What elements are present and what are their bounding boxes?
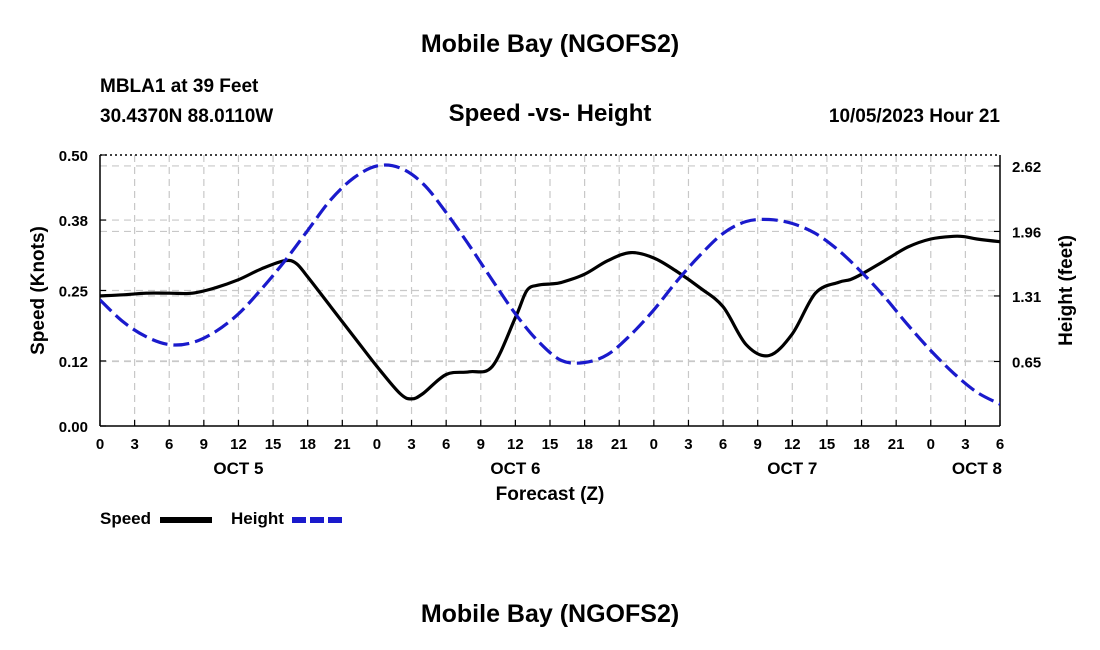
station-label: MBLA1 at 39 Feet [100, 76, 259, 97]
y-right-tick-label: 2.62 [1012, 159, 1041, 176]
x-tick-label: 6 [996, 436, 1004, 453]
x-day-label: OCT 6 [490, 459, 540, 478]
footer-title: Mobile Bay (NGOFS2) [420, 600, 680, 628]
x-tick-label: 3 [130, 436, 138, 453]
x-day-label: OCT 8 [952, 459, 1002, 478]
x-tick-label: 21 [611, 436, 628, 453]
x-tick-label: 21 [334, 436, 351, 453]
x-tick-label: 0 [96, 436, 104, 453]
y-right-tick-label: 1.31 [1012, 289, 1041, 306]
legend-height-swatch [292, 517, 344, 523]
x-tick-label: 3 [684, 436, 692, 453]
y-left-axis-title: Speed (Knots) [28, 226, 49, 355]
legend-height-label: Height [231, 509, 284, 528]
y-right-tick-label: 1.96 [1012, 224, 1041, 241]
x-axis-title: Forecast (Z) [496, 484, 605, 505]
x-day-label: OCT 5 [213, 459, 263, 478]
y-left-tick-label: 0.12 [59, 354, 88, 371]
forecast-datetime: 10/05/2023 Hour 21 [828, 106, 1000, 127]
x-tick-label: 12 [507, 436, 524, 453]
y-right-axis-title: Height (feet) [1056, 235, 1077, 346]
chart-subtitle: Speed -vs- Height [448, 100, 652, 127]
x-tick-label: 3 [407, 436, 415, 453]
x-tick-label: 9 [754, 436, 762, 453]
x-tick-label: 6 [165, 436, 173, 453]
legend-speed-label: Speed [100, 509, 152, 528]
speed-series-line [100, 234, 1000, 401]
x-tick-label: 15 [542, 436, 559, 453]
x-tick-label: 6 [719, 436, 727, 453]
x-tick-label: 12 [230, 436, 247, 453]
y-left-tick-label: 0.00 [59, 419, 88, 436]
x-tick-label: 15 [265, 436, 282, 453]
y-left-tick-label: 0.25 [59, 284, 88, 301]
x-tick-label: 18 [299, 436, 316, 453]
x-tick-label: 3 [961, 436, 969, 453]
x-tick-label: 6 [442, 436, 450, 453]
x-tick-label: 9 [200, 436, 208, 453]
x-tick-label: 15 [819, 436, 836, 453]
x-tick-label: 0 [650, 436, 658, 453]
y-left-tick-label: 0.38 [59, 213, 88, 230]
x-tick-label: 18 [853, 436, 870, 453]
x-tick-label: 12 [784, 436, 801, 453]
legend-speed-swatch [160, 517, 212, 523]
y-right-tick-label: 0.65 [1012, 354, 1041, 371]
x-tick-label: 18 [576, 436, 593, 453]
page-title: Mobile Bay (NGOFS2) [420, 30, 680, 58]
height-series-line [100, 163, 1000, 406]
x-day-label: OCT 7 [767, 459, 817, 478]
y-left-tick-label: 0.50 [59, 148, 88, 165]
station-coords: 30.4370N 88.0110W [100, 106, 274, 127]
x-tick-label: 0 [373, 436, 381, 453]
x-tick-label: 0 [927, 436, 935, 453]
x-tick-label: 9 [477, 436, 485, 453]
x-tick-label: 21 [888, 436, 905, 453]
